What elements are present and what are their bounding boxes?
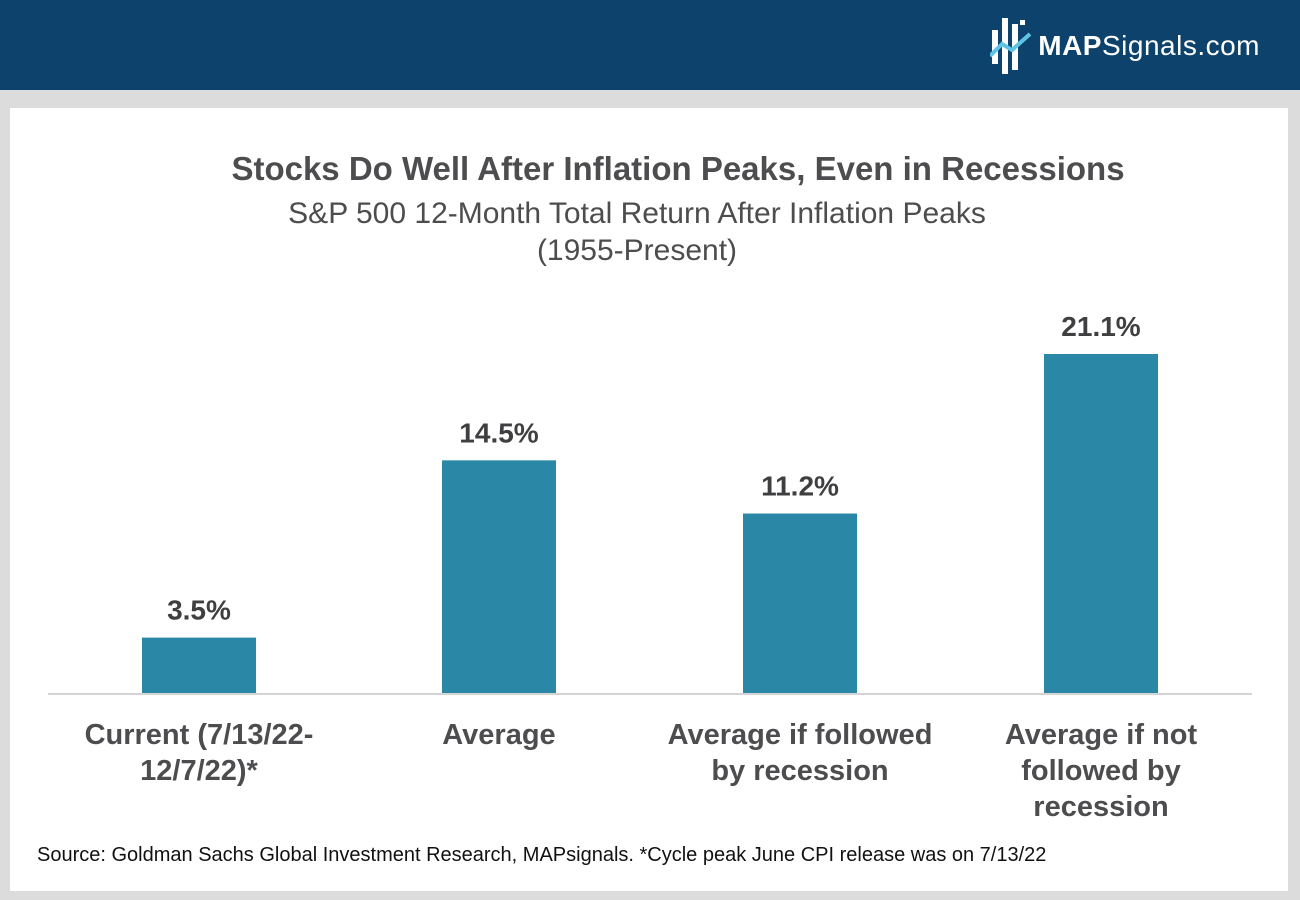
bar-3 [743, 513, 857, 694]
category-label-4-line-1: Average if not [1005, 719, 1198, 751]
bar-4 [1044, 354, 1158, 694]
bar-2 [442, 460, 556, 694]
data-label-3: 11.2% [761, 471, 839, 502]
mapsignals-logo-icon [990, 18, 1032, 74]
data-label-2: 14.5% [459, 417, 538, 448]
data-label-1: 3.5% [167, 595, 231, 626]
category-label-4-line-2: followed by [1021, 755, 1181, 787]
chart-subtitle-line-1: S&P 500 12-Month Total Return After Infl… [288, 197, 986, 230]
category-label-4-line-3: recession [1033, 791, 1168, 823]
bar-1 [142, 637, 256, 694]
data-label-4: 21.1% [1061, 311, 1140, 342]
category-label-1-line-1: Current (7/13/22- [85, 719, 314, 751]
category-label-3-line-1: Average if followed [668, 719, 933, 751]
category-label-3-line-2: by recession [711, 755, 888, 787]
source-note: Source: Goldman Sachs Global Investment … [37, 844, 1047, 866]
header-bar: MAPSignals.com [0, 0, 1300, 90]
category-label-2-line-1: Average [442, 719, 555, 751]
chart-subtitle-line-2: (1955-Present) [536, 234, 738, 267]
chart-title: Stocks Do Well After Inflation Peaks, Ev… [231, 150, 1125, 187]
brand-logo: MAPSignals.com [990, 16, 1260, 76]
brand-name: MAPSignals.com [1038, 30, 1260, 61]
chart-subtitle: S&P 500 12-Month Total Return After Infl… [0, 195, 1274, 269]
category-label-1-line-2: 12/7/22)* [140, 755, 258, 787]
